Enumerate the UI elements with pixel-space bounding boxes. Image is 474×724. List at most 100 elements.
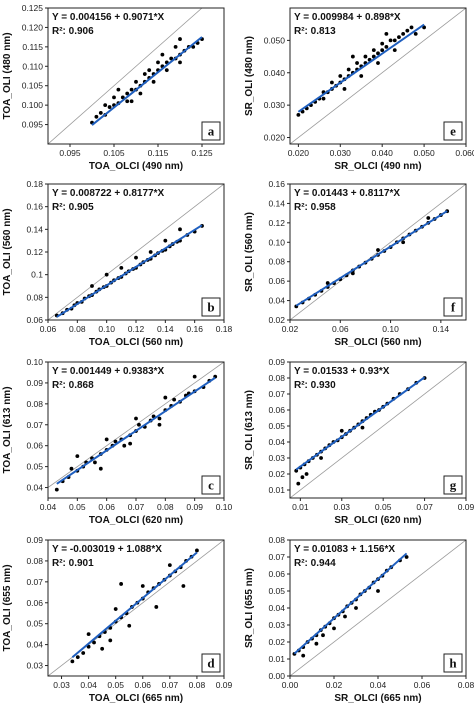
x-tick-label: 0.10	[216, 502, 233, 512]
regression-equation: Y = 0.01533 + 0.93*X	[294, 366, 390, 377]
x-tick-label: 0.16	[186, 324, 203, 334]
data-point	[90, 284, 94, 288]
regression-equation: Y = 0.004156 + 0.9071*X	[52, 12, 164, 23]
plot-area	[48, 540, 224, 676]
data-point	[134, 79, 138, 84]
data-point	[388, 38, 393, 43]
data-point	[75, 655, 80, 660]
y-tick-label: 0.02	[268, 469, 285, 479]
data-point	[397, 35, 401, 40]
data-point	[134, 416, 138, 421]
y-tick-label: 0.020	[264, 133, 286, 143]
x-tick-label: 0.09	[458, 502, 474, 512]
x-tick-label: 0.02	[282, 324, 299, 334]
data-point	[332, 626, 336, 631]
x-tick-label: 0.14	[157, 324, 174, 334]
data-point	[92, 640, 96, 645]
y-axis-label: SR_OLI (480 nm)	[244, 36, 255, 116]
x-tick-label: 0.14	[433, 324, 450, 334]
y-tick-label: 0.07	[26, 577, 43, 587]
x-tick-label: 0.00	[282, 680, 299, 690]
data-point	[384, 44, 389, 49]
data-point	[147, 68, 152, 73]
y-tick-label: 0.04	[26, 640, 43, 650]
panel-a: 0.095 0.105 0.115 0.125 0.095 0.100 0.105 0.110…	[2, 3, 225, 172]
regression-line	[297, 23, 425, 113]
r-squared-label: R²: 0.958	[294, 202, 336, 213]
plot-area	[290, 362, 466, 498]
panel-letter-box	[443, 121, 463, 141]
data-point	[160, 52, 165, 57]
regression-line	[295, 376, 426, 471]
y-tick-label: 0.1	[31, 270, 43, 280]
x-tick-label: 0.09	[216, 680, 233, 690]
data-point	[113, 607, 118, 611]
panel-letter: e	[450, 124, 456, 139]
panel-b: 0.06 0.08 0.10 0.12 0.14 0.16 0.18 0.06 0.08 0.1 0…	[2, 179, 233, 348]
data-point	[134, 255, 138, 260]
data-point	[392, 48, 397, 52]
data-point	[108, 638, 113, 643]
one-to-one-line	[48, 184, 224, 320]
data-point	[137, 422, 141, 427]
regression-equation: Y = -0.003019 + 1.088*X	[52, 544, 162, 555]
y-tick-label: 0.08	[26, 292, 43, 302]
data-point	[120, 95, 125, 100]
regression-equation: Y = 0.008722 + 0.8177*X	[52, 188, 164, 199]
data-point	[405, 28, 410, 33]
x-tick-label: 0.060	[455, 148, 474, 158]
regression-line	[56, 224, 203, 318]
plot-frame	[289, 183, 467, 321]
plot-area	[290, 8, 466, 144]
x-tick-label: 0.06	[40, 324, 57, 334]
plot-area	[48, 184, 224, 320]
data-point	[321, 633, 325, 638]
y-tick-label: 0.08	[268, 373, 285, 383]
panel-e: 0.020 0.030 0.040 0.050 0.060 0.020 0.030 0.040…	[244, 7, 474, 172]
y-tick-label: 0.01	[268, 485, 285, 495]
y-tick-label: 0.095	[22, 120, 44, 130]
data-point	[343, 614, 347, 619]
data-point	[125, 91, 130, 96]
x-tick-label: 0.06	[98, 502, 115, 512]
one-to-one-line	[290, 362, 466, 498]
data-point	[392, 38, 397, 43]
data-point	[360, 425, 365, 430]
y-tick-label: 0.08	[26, 556, 43, 566]
x-tick-label: 0.05	[375, 502, 392, 512]
y-tick-label: 0.06	[26, 598, 43, 608]
x-tick-label: 0.08	[69, 324, 86, 334]
data-point	[163, 395, 168, 400]
data-point	[157, 422, 162, 427]
y-tick-label: 0.16	[268, 179, 285, 189]
y-tick-label: 0.105	[22, 81, 44, 91]
y-tick-label: 0.16	[26, 202, 43, 212]
data-point	[178, 227, 182, 232]
data-point	[300, 475, 305, 480]
y-tick-label: 0.06	[268, 405, 285, 415]
data-point	[404, 555, 409, 559]
y-tick-label: 0.050	[264, 35, 286, 45]
data-point	[380, 48, 385, 52]
data-point	[314, 641, 319, 646]
x-tick-label: 0.06	[332, 324, 349, 334]
x-tick-label: 0.08	[157, 502, 174, 512]
y-tick-label: 0.07	[268, 389, 285, 399]
data-point	[103, 103, 108, 108]
one-to-one-line	[48, 8, 203, 144]
x-tick-label: 0.095	[59, 148, 81, 158]
x-axis-label: SR_OLCI (560 nm)	[334, 337, 421, 348]
x-axis-label: TOA_OLCI (620 nm)	[89, 515, 183, 526]
panel-letter: a	[208, 124, 215, 139]
data-point	[192, 374, 197, 379]
x-tick-label: 0.040	[372, 148, 394, 158]
x-tick-label: 0.09	[186, 502, 203, 512]
data-point	[164, 68, 169, 73]
x-tick-label: 0.050	[413, 148, 435, 158]
regression-line	[56, 376, 216, 485]
data-point	[319, 456, 323, 460]
y-tick-label: 0.05	[26, 619, 43, 629]
r-squared-label: R²: 0.944	[294, 558, 336, 569]
data-point	[93, 460, 97, 465]
